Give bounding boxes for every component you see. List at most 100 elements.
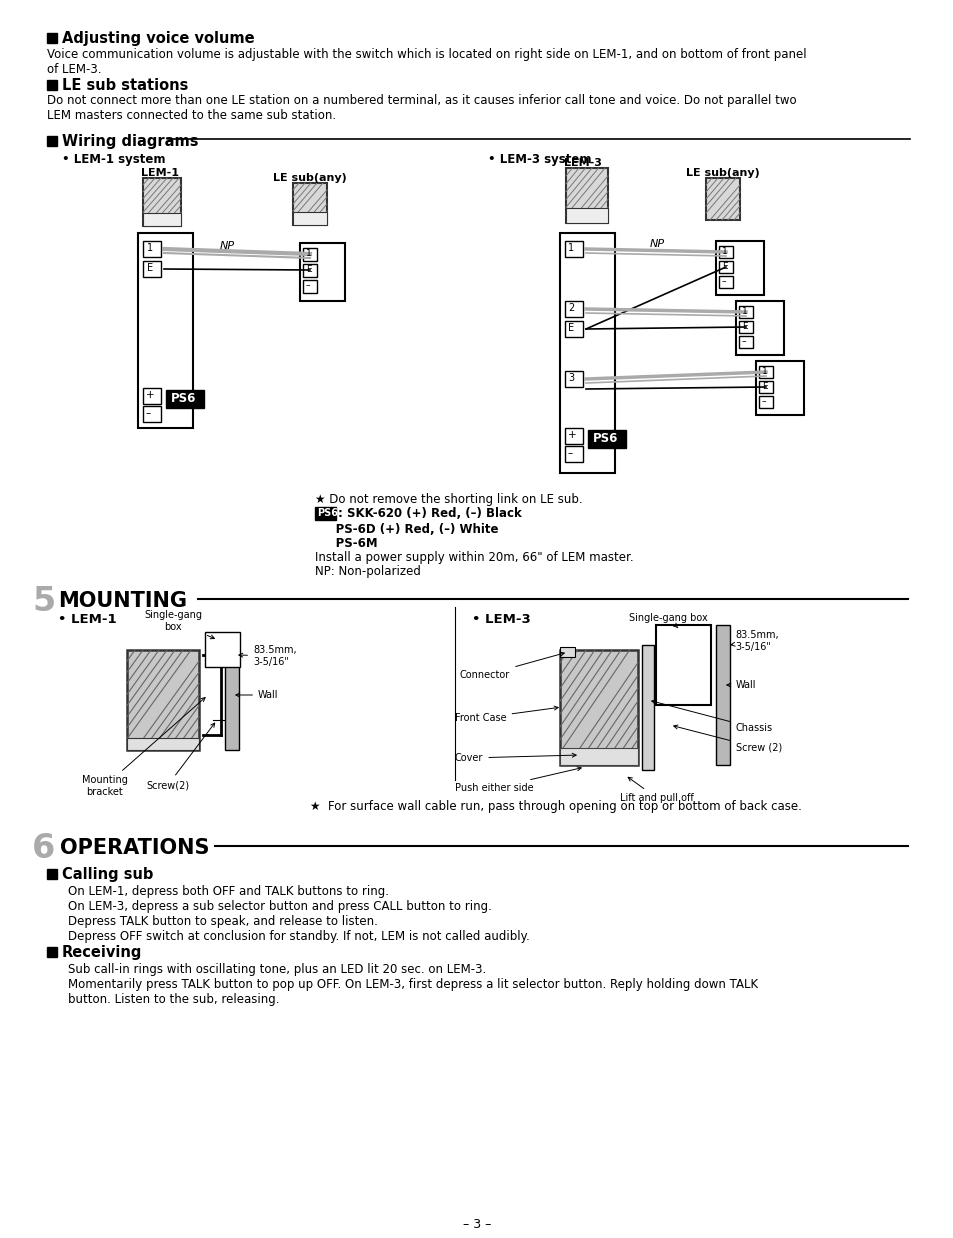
Bar bbox=[303, 280, 316, 293]
Text: Wall: Wall bbox=[235, 690, 278, 699]
Text: 3: 3 bbox=[567, 373, 574, 383]
Text: 1: 1 bbox=[761, 366, 767, 376]
Bar bbox=[739, 321, 752, 333]
Text: –: – bbox=[146, 409, 152, 418]
Bar bbox=[47, 947, 57, 957]
Text: –: – bbox=[306, 281, 310, 290]
Text: Sub call-in rings with oscillating tone, plus an LED lit 20 sec. on LEM-3.
Momen: Sub call-in rings with oscillating tone,… bbox=[68, 963, 758, 1006]
Bar bbox=[564, 446, 582, 462]
Text: LE sub(any): LE sub(any) bbox=[685, 168, 760, 178]
Bar bbox=[735, 301, 783, 355]
Bar bbox=[564, 241, 582, 258]
Text: PS-6D (+) Red, (–) White: PS-6D (+) Red, (–) White bbox=[314, 522, 498, 536]
Bar bbox=[303, 264, 316, 277]
Text: NP: NP bbox=[649, 239, 664, 249]
Bar bbox=[565, 168, 607, 223]
Bar bbox=[565, 208, 607, 223]
Text: –: – bbox=[741, 337, 745, 345]
Text: Push either side: Push either side bbox=[455, 766, 580, 794]
Bar bbox=[719, 276, 732, 288]
Text: +: + bbox=[146, 390, 154, 400]
Bar bbox=[205, 633, 240, 667]
Bar bbox=[716, 241, 763, 295]
Text: • LEM-1 system: • LEM-1 system bbox=[62, 154, 165, 166]
Bar bbox=[559, 748, 638, 765]
Text: Chassis: Chassis bbox=[651, 701, 772, 733]
Text: 1: 1 bbox=[306, 249, 312, 258]
Text: MOUNTING: MOUNTING bbox=[58, 591, 187, 612]
Bar bbox=[127, 650, 199, 750]
Text: E: E bbox=[567, 323, 574, 333]
Text: E: E bbox=[306, 265, 312, 274]
Text: E: E bbox=[761, 383, 767, 391]
Text: Screw (2): Screw (2) bbox=[673, 725, 781, 753]
Text: 83.5mm,
3-5/16": 83.5mm, 3-5/16" bbox=[238, 645, 296, 666]
Bar bbox=[225, 635, 239, 750]
Text: –: – bbox=[567, 448, 573, 458]
Bar bbox=[719, 246, 732, 258]
Text: 1: 1 bbox=[741, 307, 747, 316]
Text: +: + bbox=[567, 430, 576, 439]
Text: OPERATIONS: OPERATIONS bbox=[60, 838, 210, 858]
Bar bbox=[739, 306, 752, 318]
Text: –: – bbox=[761, 397, 765, 406]
Bar bbox=[759, 366, 772, 378]
Bar bbox=[564, 428, 582, 444]
Text: Single-gang
box: Single-gang box bbox=[144, 610, 214, 639]
Bar bbox=[143, 406, 161, 422]
Bar bbox=[705, 178, 740, 220]
Bar bbox=[143, 178, 181, 227]
Text: Wiring diagrams: Wiring diagrams bbox=[62, 134, 198, 149]
Text: PS6: PS6 bbox=[593, 432, 618, 444]
Text: Single-gang box: Single-gang box bbox=[628, 613, 706, 628]
Text: ★ Do not remove the shorting link on LE sub.: ★ Do not remove the shorting link on LE … bbox=[314, 493, 582, 506]
Text: – 3 –: – 3 – bbox=[462, 1218, 491, 1231]
Text: E: E bbox=[721, 262, 727, 271]
Bar bbox=[559, 647, 575, 657]
Bar bbox=[559, 650, 638, 765]
Text: Receiving: Receiving bbox=[62, 945, 142, 959]
Bar bbox=[716, 625, 729, 765]
Text: 5: 5 bbox=[32, 586, 55, 618]
Text: LEM-1: LEM-1 bbox=[141, 168, 179, 178]
Text: E: E bbox=[741, 322, 747, 331]
Bar bbox=[47, 80, 57, 90]
Bar bbox=[559, 233, 615, 473]
Text: PS-6M: PS-6M bbox=[314, 537, 377, 550]
Text: 83.5mm,
3-5/16": 83.5mm, 3-5/16" bbox=[730, 630, 778, 651]
Bar bbox=[143, 241, 161, 258]
Text: LE sub stations: LE sub stations bbox=[62, 78, 188, 93]
Text: NP: Non-polarized: NP: Non-polarized bbox=[314, 565, 420, 578]
Text: Voice communication volume is adjustable with the switch which is located on rig: Voice communication volume is adjustable… bbox=[47, 48, 806, 76]
Text: Wall: Wall bbox=[726, 680, 756, 690]
Text: E: E bbox=[147, 262, 153, 274]
Bar bbox=[143, 261, 161, 277]
Bar bbox=[564, 301, 582, 317]
Bar bbox=[656, 625, 710, 704]
Text: LE sub(any): LE sub(any) bbox=[273, 173, 347, 183]
Text: Adjusting voice volume: Adjusting voice volume bbox=[62, 31, 254, 46]
Bar bbox=[293, 183, 327, 225]
Bar bbox=[299, 243, 345, 301]
Text: 6: 6 bbox=[32, 832, 55, 865]
Bar bbox=[755, 361, 803, 415]
Bar bbox=[564, 321, 582, 337]
Text: • LEM-3 system: • LEM-3 system bbox=[488, 154, 591, 166]
Bar bbox=[143, 213, 181, 227]
Text: Do not connect more than one LE station on a numbered terminal, as it causes inf: Do not connect more than one LE station … bbox=[47, 94, 796, 123]
Text: • LEM-3: • LEM-3 bbox=[472, 613, 530, 626]
Text: Cover: Cover bbox=[455, 753, 576, 763]
Bar bbox=[47, 136, 57, 146]
Text: 1: 1 bbox=[721, 248, 727, 256]
Bar bbox=[719, 261, 732, 274]
Text: On LEM-1, depress both OFF and TALK buttons to ring.
On LEM-3, depress a sub sel: On LEM-1, depress both OFF and TALK butt… bbox=[68, 885, 529, 943]
Bar bbox=[143, 387, 161, 404]
Text: Front Case: Front Case bbox=[455, 706, 558, 723]
Bar bbox=[739, 335, 752, 348]
Text: 2: 2 bbox=[567, 303, 574, 313]
Text: Screw(2): Screw(2) bbox=[146, 723, 214, 790]
Text: PS6: PS6 bbox=[171, 392, 196, 405]
Bar bbox=[293, 212, 327, 225]
Bar bbox=[641, 645, 654, 770]
Text: Mounting
bracket: Mounting bracket bbox=[82, 697, 205, 796]
